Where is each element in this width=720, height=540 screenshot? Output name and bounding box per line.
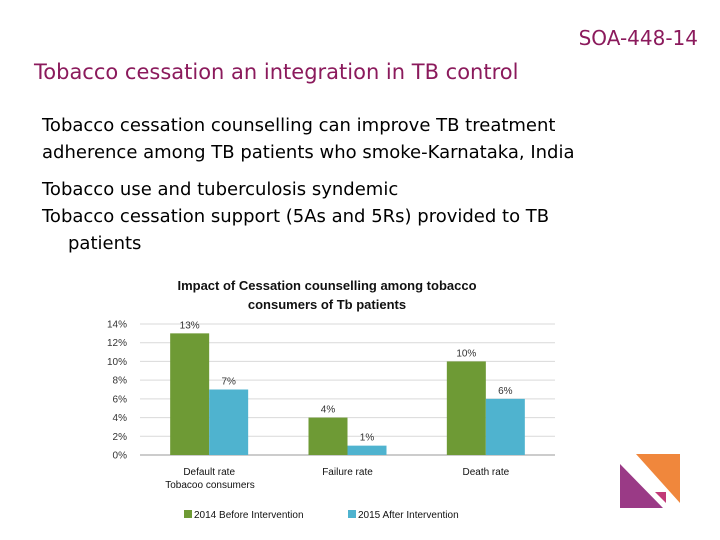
legend-item: 2014 Before Intervention xyxy=(184,510,304,521)
y-tick-label: 0% xyxy=(113,451,128,462)
category-label: Failure rate xyxy=(322,467,373,478)
category-label: Death rate xyxy=(462,467,509,478)
chart-legend: 2014 Before Intervention 2015 After Inter… xyxy=(184,510,459,521)
legend-item: 2015 After Intervention xyxy=(348,510,459,521)
y-tick-label: 14% xyxy=(107,320,127,331)
data-label: 10% xyxy=(456,348,476,359)
chart-title-line-2: consumers of Tb patients xyxy=(248,297,406,312)
bullet-1: Tobacco use and tuberculosis syndemic xyxy=(42,179,399,200)
logo-purple-shape xyxy=(620,464,663,508)
legend-label: 2015 After Intervention xyxy=(358,510,459,521)
slide-subheading: Tobacco cessation counselling can improv… xyxy=(42,112,575,166)
x-axis-label: Tobacoo consumers xyxy=(165,480,255,491)
bullet-2-line-1: Tobacco cessation support (5As and 5Rs) … xyxy=(42,206,550,227)
data-label: 6% xyxy=(498,386,513,397)
bar xyxy=(209,389,249,455)
category-label: Default rate xyxy=(183,467,235,478)
legend-label: 2014 Before Intervention xyxy=(194,510,304,521)
data-label: 13% xyxy=(180,320,200,331)
bullet-2-line-2: patients xyxy=(68,233,142,254)
legend-swatch xyxy=(348,510,356,518)
y-tick-label: 6% xyxy=(113,394,128,405)
logo-mark xyxy=(620,454,680,508)
data-label: 7% xyxy=(221,377,236,388)
chart-bars xyxy=(170,333,525,455)
logo-orange-shape xyxy=(636,454,680,503)
logo-pink-shape xyxy=(655,492,666,503)
bar xyxy=(170,333,210,455)
y-axis-ticks: 0% 2% 4% 6% 8% 10% 12% 14% xyxy=(107,320,127,462)
bullet-list: Tobacco use and tuberculosis syndemic To… xyxy=(42,176,549,257)
y-tick-label: 12% xyxy=(107,338,127,349)
y-tick-label: 2% xyxy=(113,432,128,443)
chart-title-line-1: Impact of Cessation counselling among to… xyxy=(177,278,476,293)
bar xyxy=(308,417,348,455)
bar xyxy=(446,361,486,455)
subheading-line-1: Tobacco cessation counselling can improv… xyxy=(42,115,556,136)
bar xyxy=(485,398,525,455)
legend-swatch xyxy=(184,510,192,518)
data-label: 1% xyxy=(360,433,375,444)
subheading-line-2: adherence among TB patients who smoke-Ka… xyxy=(42,142,575,163)
data-label: 4% xyxy=(321,405,336,416)
bar xyxy=(347,445,387,455)
slide-title: Tobacco cessation an integration in TB c… xyxy=(34,60,519,84)
y-tick-label: 4% xyxy=(113,413,128,424)
y-tick-label: 8% xyxy=(113,376,128,387)
x-axis-categories: Default rate Failure rate Death rate xyxy=(183,467,509,478)
y-tick-label: 10% xyxy=(107,357,127,368)
slide-code: SOA-448-14 xyxy=(578,26,698,50)
chart-data-labels: 13% 7% 4% 1% 10% 6% xyxy=(180,320,513,443)
